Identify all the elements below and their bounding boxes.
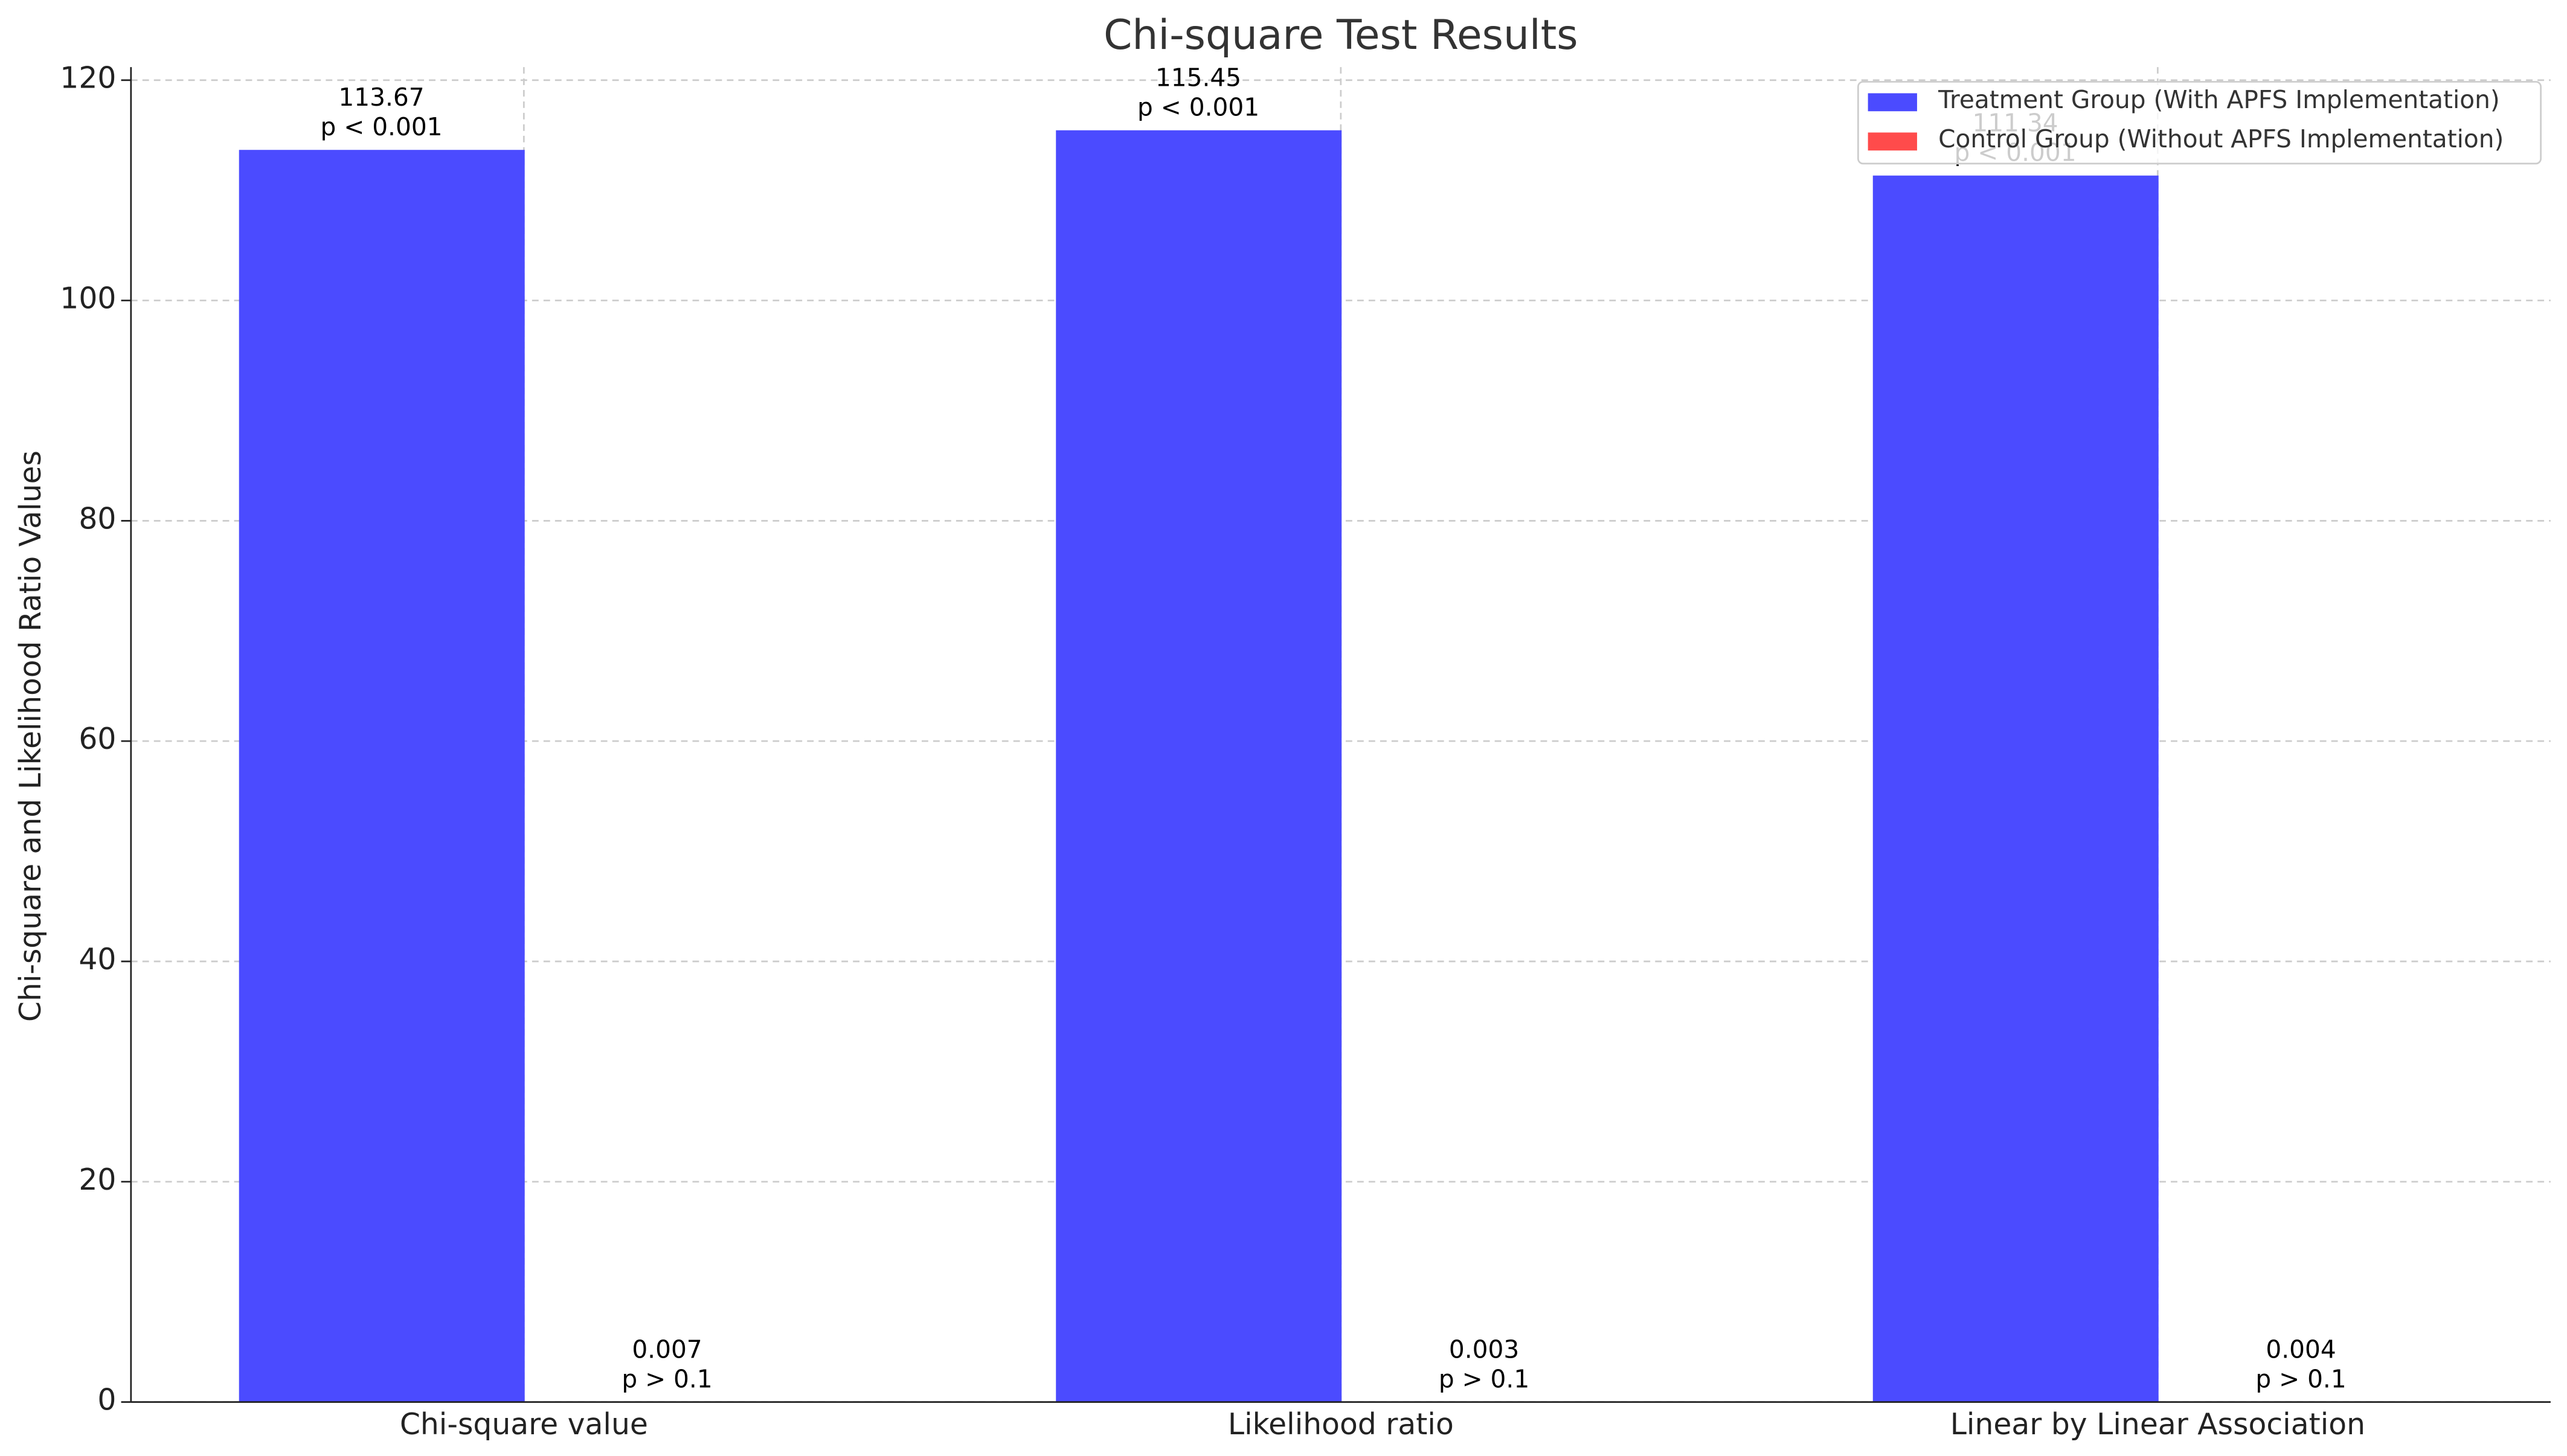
p-label: p < 0.001: [321, 112, 443, 141]
x-tick-label: Likelihood ratio: [1228, 1407, 1454, 1442]
y-tick-label: 60: [79, 722, 116, 756]
y-tick-label: 20: [79, 1163, 116, 1197]
value-label: 113.67: [338, 83, 424, 112]
bar: [239, 150, 525, 1402]
p-label: p > 0.1: [622, 1364, 712, 1393]
legend-box: [1857, 81, 2542, 165]
value-label: 0.004: [2266, 1335, 2336, 1364]
y-tick-label: 120: [60, 61, 116, 95]
legend-swatch: [1868, 93, 1917, 112]
chart-title: Chi-square Test Results: [1104, 11, 1578, 59]
p-label: p > 0.1: [2255, 1364, 2346, 1393]
y-axis-label: Chi-square and Likelihood Ratio Values: [13, 451, 48, 1022]
legend-label: Control Group (Without APFS Implementati…: [1938, 124, 2504, 153]
value-label: 0.003: [1449, 1335, 1519, 1364]
bar: [1872, 175, 2159, 1402]
y-tick-label: 0: [97, 1383, 116, 1417]
x-tick-label: Chi-square value: [400, 1407, 648, 1442]
y-tick-label: 100: [60, 281, 116, 316]
x-tick-label: Linear by Linear Association: [1950, 1407, 2365, 1442]
bar: [1056, 130, 1342, 1402]
y-tick-label: 40: [79, 942, 116, 977]
legend-label: Treatment Group (With APFS Implementatio…: [1938, 85, 2500, 114]
legend: Treatment Group (With APFS Implementatio…: [1857, 81, 2542, 165]
value-label: 0.007: [632, 1335, 702, 1364]
p-label: p > 0.1: [1439, 1364, 1529, 1393]
value-label: 115.45: [1155, 63, 1241, 92]
legend-swatch: [1868, 132, 1917, 151]
p-label: p < 0.001: [1137, 93, 1259, 122]
y-tick-label: 80: [79, 501, 116, 536]
